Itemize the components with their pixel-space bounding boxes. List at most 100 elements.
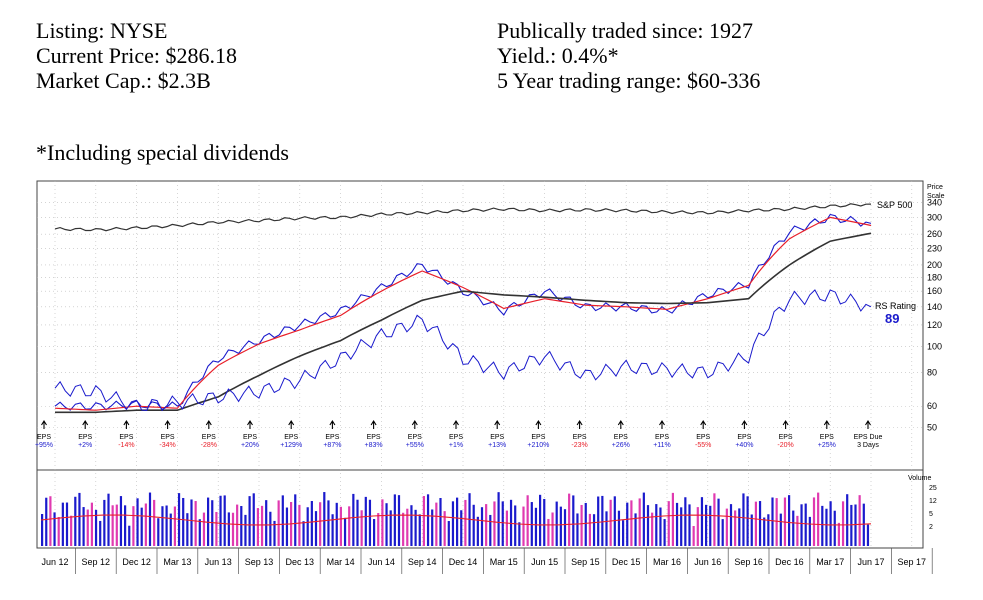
volume-bar xyxy=(410,505,413,546)
volume-bar xyxy=(319,502,322,546)
x-tick-label: Jun 13 xyxy=(205,557,232,567)
trading-range-text: 5 Year trading range: $60-336 xyxy=(497,68,761,93)
volume-bar xyxy=(460,510,463,546)
volume-bar xyxy=(231,512,235,546)
right-info-block: Publically traded since: 1927 Yield.: 0.… xyxy=(497,18,760,93)
eps-arrow-icon xyxy=(82,419,89,429)
eps-change: +13% xyxy=(488,442,506,449)
price-tick-label: 80 xyxy=(927,367,937,377)
volume-bar xyxy=(580,504,583,546)
volume-bar xyxy=(671,492,674,546)
x-tick-label: Sep 12 xyxy=(82,557,111,567)
volume-bar xyxy=(364,496,367,546)
volume-bar xyxy=(153,499,156,546)
eps-change: 3 Days xyxy=(857,442,879,449)
volume-bar xyxy=(850,504,853,546)
volume-bar xyxy=(435,502,438,546)
volume-bar xyxy=(244,514,247,546)
eps-label: EPS xyxy=(573,434,587,441)
eps-change: -20% xyxy=(777,442,793,449)
volume-bar xyxy=(622,520,625,546)
eps-change: +87% xyxy=(323,442,341,449)
price-tick-label: 230 xyxy=(927,244,942,254)
volume-bar xyxy=(173,506,176,546)
volume-bar xyxy=(700,497,704,546)
eps-change: +26% xyxy=(612,442,630,449)
price-tick-label: 160 xyxy=(927,286,942,296)
volume-bar xyxy=(721,519,724,546)
volume-bar xyxy=(821,505,824,546)
volume-bar xyxy=(617,510,621,546)
volume-bar xyxy=(709,505,712,546)
volume-bar xyxy=(57,516,60,546)
volume-bar xyxy=(422,496,425,546)
volume-bar xyxy=(94,509,98,546)
volume-bar xyxy=(613,496,616,546)
eps-change: +20% xyxy=(241,442,259,449)
volume-bar xyxy=(862,503,865,546)
price-tick-label: 140 xyxy=(927,302,942,312)
eps-change: +2% xyxy=(78,442,92,449)
volume-bar xyxy=(626,502,629,546)
volume-bar xyxy=(323,492,326,546)
volume-bar xyxy=(642,492,645,546)
volume-bar xyxy=(713,493,716,546)
volume-bar xyxy=(572,495,575,546)
volume-tick-label: 25 xyxy=(929,485,937,492)
volume-bar xyxy=(667,501,670,546)
x-tick-label: Dec 12 xyxy=(122,557,151,567)
volume-bar xyxy=(734,510,737,546)
sp500-line xyxy=(54,203,872,232)
volume-bar xyxy=(472,504,475,546)
volume-bar xyxy=(165,505,168,546)
volume-bar xyxy=(124,505,127,546)
x-tick-label: Sep 17 xyxy=(898,557,927,567)
volume-bar xyxy=(526,495,529,546)
x-tick-label: Sep 15 xyxy=(571,557,600,567)
volume-bar xyxy=(439,497,442,546)
x-tick-label: Jun 15 xyxy=(531,557,558,567)
eps-change: +40% xyxy=(735,442,753,449)
volume-bar xyxy=(327,500,330,546)
eps-arrow-icon xyxy=(700,419,707,429)
short-ma-line xyxy=(54,216,872,411)
volume-bar xyxy=(215,511,218,546)
volume-bar xyxy=(717,498,720,546)
eps-label: EPS xyxy=(696,434,710,441)
volume-bar xyxy=(638,498,641,546)
volume-bar xyxy=(779,513,782,546)
volume-bar xyxy=(314,511,318,546)
eps-label: EPS xyxy=(367,434,381,441)
volume-bar xyxy=(443,511,446,546)
volume-bar xyxy=(646,505,650,546)
volume-bar xyxy=(128,525,131,546)
volume-bar xyxy=(302,521,305,546)
long-ma-line xyxy=(55,232,872,414)
volume-bar xyxy=(41,514,44,546)
rs-rating-value: 89 xyxy=(885,311,899,326)
volume-bar xyxy=(555,501,558,546)
volume-bar xyxy=(65,502,69,546)
volume-bar xyxy=(190,499,193,546)
volume-bar xyxy=(812,497,816,546)
volume-bar xyxy=(402,512,405,546)
volume-bar xyxy=(45,497,48,546)
volume-bar xyxy=(746,496,749,546)
volume-bar xyxy=(497,492,500,546)
x-tick-label: Jun 17 xyxy=(857,557,884,567)
eps-arrow-icon xyxy=(494,419,501,429)
price-scale-title: Scale xyxy=(927,193,945,200)
eps-arrow-icon xyxy=(329,419,336,429)
volume-bar xyxy=(563,509,567,546)
volume-bar xyxy=(854,504,857,546)
volume-bar xyxy=(223,495,226,546)
volume-bar xyxy=(489,514,492,546)
volume-bar xyxy=(754,501,757,546)
volume-axis-title: Volume xyxy=(908,475,931,482)
price-scale-title: Price xyxy=(927,184,943,191)
volume-bar xyxy=(518,522,521,546)
volume-bar xyxy=(414,509,417,546)
volume-bar xyxy=(252,493,255,546)
eps-label: EPS xyxy=(737,434,751,441)
volume-bar xyxy=(385,503,388,546)
